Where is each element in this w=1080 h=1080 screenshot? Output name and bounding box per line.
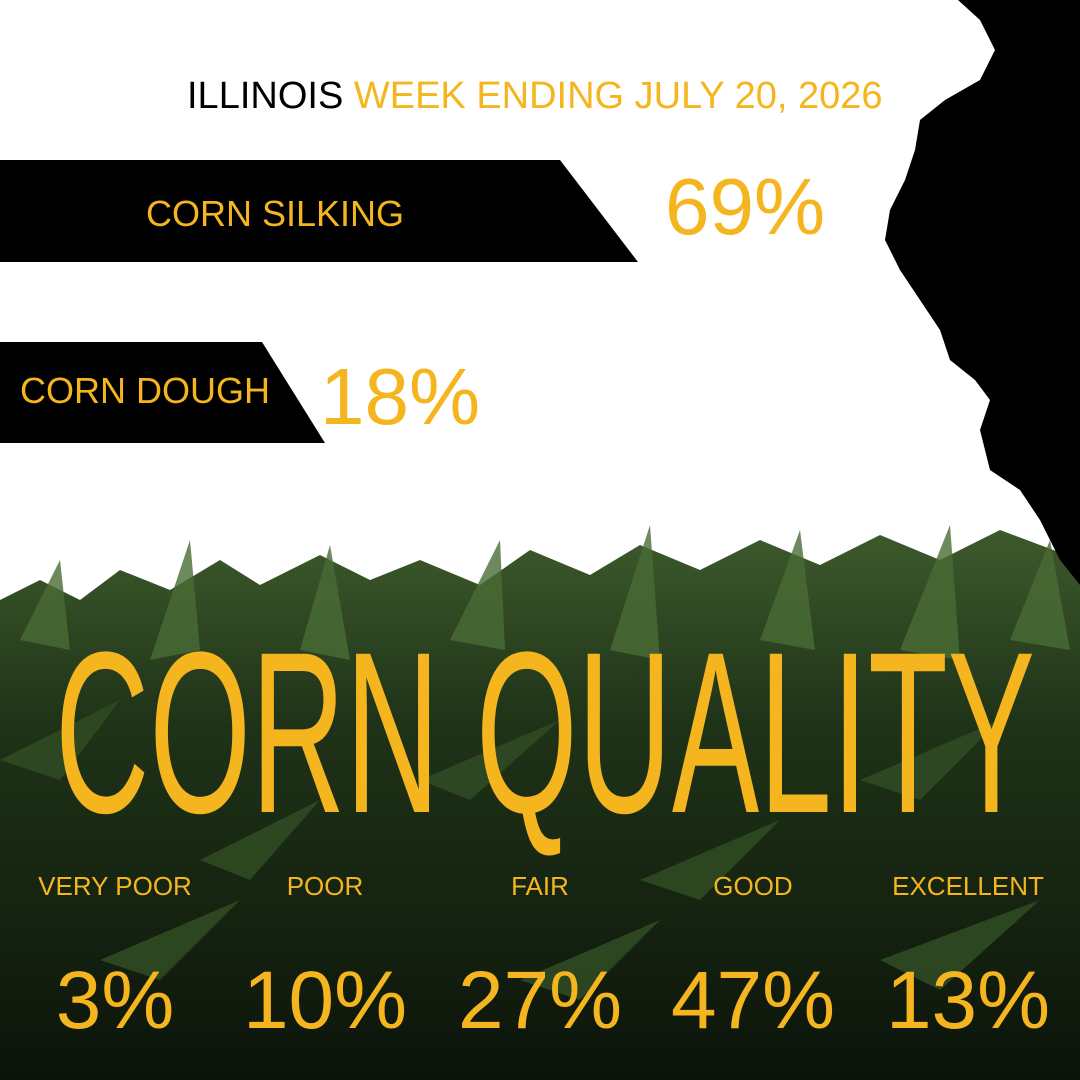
rating-value: 27% [458,955,622,1046]
rating-label: FAIR [511,871,569,901]
progress-label: CORN SILKING [146,193,404,234]
progress-value: 18% [320,352,480,441]
state-silhouette [885,0,1080,585]
ratings: VERY POOR 3% POOR 10% FAIR 27% GOOD 47% EXCELLEN… [38,871,1050,1046]
header: ILLINOIS WEEK ENDING JULY 20, 2026 [187,75,883,117]
rating-value: 47% [671,955,835,1046]
banner [0,342,325,443]
rating-label: VERY POOR [38,871,192,901]
state-name: ILLINOIS [187,75,343,117]
banner [0,160,638,262]
progress-value: 69% [665,162,825,251]
rating-value: 10% [243,955,407,1046]
quality-title: CORN QUALITY [55,604,1035,861]
progress-label: CORN DOUGH [20,370,270,411]
rating-value: 3% [56,955,175,1046]
rating-label: GOOD [713,871,792,901]
rating-label: POOR [287,871,364,901]
rating-value: 13% [886,955,1050,1046]
week-label: WEEK ENDING JULY 20, 2026 [354,75,883,117]
corn-field [0,525,1080,1080]
rating-label: EXCELLENT [892,871,1044,901]
